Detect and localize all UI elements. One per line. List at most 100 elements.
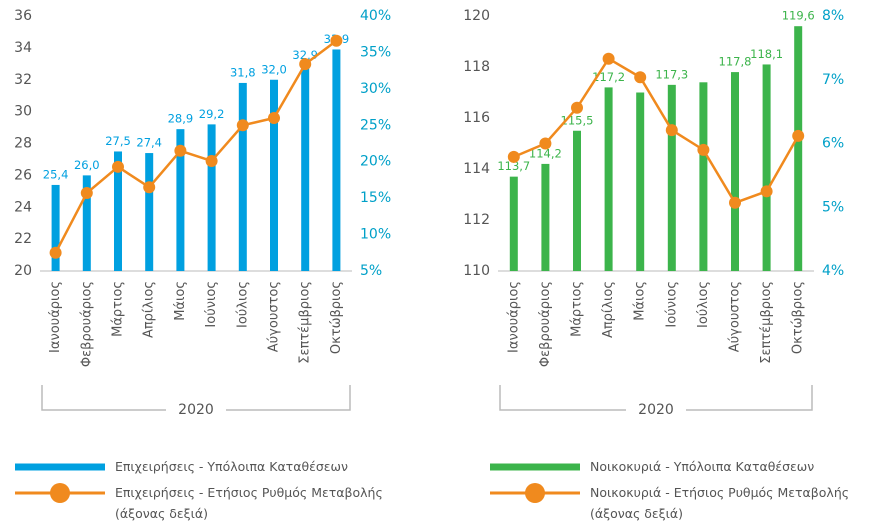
- bar: [114, 151, 122, 271]
- data-label: 117,3: [655, 67, 688, 81]
- x-tick-label: Ιούνιος: [204, 281, 219, 328]
- x-tick-label: Ιούνιος: [664, 281, 679, 328]
- y2-tick-label: 5%: [822, 199, 844, 215]
- bar: [238, 82, 247, 271]
- data-label: 32,0: [261, 62, 287, 76]
- y2-tick-label: 7%: [822, 72, 844, 88]
- data-label: 26,0: [74, 158, 100, 172]
- legend-label: Νοικοκυριά - Ετήσιος Ρυθμός Μεταβολής (ά…: [590, 485, 850, 521]
- legend-label: Επιχειρήσεις - Υπόλοιπα Καταθέσεων: [115, 459, 348, 474]
- x-group-label: 2020: [638, 402, 674, 418]
- x-tick-label: Ιανουάριος: [48, 281, 63, 353]
- data-label: 113,7: [497, 159, 530, 173]
- bar: [573, 130, 581, 271]
- y-tick-label: 26: [14, 167, 32, 183]
- line-marker: [268, 112, 280, 124]
- line-marker: [205, 154, 218, 167]
- bar: [207, 124, 216, 271]
- bar: [636, 92, 645, 271]
- y-tick-label: 28: [14, 136, 32, 152]
- x-tick-label: Απρίλιος: [601, 281, 616, 338]
- y-tick-label: 112: [463, 212, 490, 228]
- y-tick-label: 24: [14, 199, 32, 215]
- x-tick-label: Απρίλιος: [142, 281, 157, 338]
- line-marker: [80, 187, 93, 200]
- x-tick-label: Σεπτέμβριος: [298, 281, 313, 364]
- y-tick-label: 22: [14, 231, 32, 247]
- x-tick-label: Μάιος: [633, 281, 648, 321]
- data-label: 117,8: [719, 55, 752, 69]
- y2-tick-label: 30%: [360, 81, 391, 97]
- x-tick-label: Μάρτιος: [111, 281, 126, 337]
- y2-tick-label: 10%: [360, 227, 391, 243]
- y-tick-label: 110: [463, 263, 490, 279]
- y-tick-label: 116: [463, 110, 490, 126]
- x-tick-label: Σεπτέμβριος: [759, 281, 774, 364]
- line: [54, 39, 338, 254]
- x-tick-label: Ιανουάριος: [506, 281, 521, 353]
- legend-swatch-marker: [525, 483, 545, 503]
- line-marker: [760, 185, 773, 198]
- line-marker: [697, 143, 710, 156]
- x-tick-label: Οκτώβριος: [329, 281, 344, 354]
- bar: [301, 65, 310, 271]
- x-tick-label: Οκτώβριος: [791, 281, 806, 354]
- line-marker: [634, 71, 647, 84]
- y2-tick-label: 20%: [360, 154, 391, 170]
- x-group-label: 2020: [178, 402, 214, 418]
- line-marker: [299, 58, 312, 71]
- data-label: 25,4: [43, 167, 69, 181]
- data-label: 27,4: [136, 136, 162, 150]
- data-label: 28,9: [168, 112, 194, 126]
- legend-label: Επιχειρήσεις - Ετήσιος Ρυθμός Μεταβολής …: [115, 485, 383, 521]
- line-marker: [330, 34, 343, 47]
- bar: [270, 79, 278, 271]
- bar: [604, 87, 613, 272]
- bar: [332, 49, 341, 271]
- line-marker: [236, 119, 249, 132]
- data-label: 31,8: [230, 65, 256, 79]
- x-tick-label: Ιούλιος: [696, 281, 711, 328]
- line-marker: [143, 181, 156, 194]
- bar: [176, 129, 185, 271]
- group-bracket: [41, 385, 351, 411]
- y-tick-label: 34: [14, 40, 32, 56]
- line-marker: [174, 144, 187, 157]
- data-label: 119,6: [782, 9, 815, 23]
- bar: [731, 72, 739, 271]
- bar: [145, 153, 154, 271]
- line-marker: [112, 160, 124, 173]
- x-tick-label: Αύγουστος: [267, 281, 282, 352]
- y2-tick-label: 6%: [822, 136, 844, 152]
- bar: [51, 184, 60, 271]
- data-label: 29,2: [199, 107, 225, 121]
- line-marker: [602, 52, 615, 65]
- line-marker: [665, 124, 678, 137]
- group-bracket: [499, 385, 813, 411]
- y2-tick-label: 4%: [822, 263, 844, 279]
- y-tick-label: 120: [463, 8, 490, 24]
- y2-tick-label: 15%: [360, 190, 391, 206]
- bar: [762, 64, 771, 271]
- y-tick-label: 118: [463, 59, 490, 75]
- y2-tick-label: 25%: [360, 117, 391, 133]
- data-label: 118,1: [750, 47, 783, 61]
- data-label: 114,2: [529, 146, 562, 160]
- line-marker: [49, 246, 62, 259]
- y-tick-label: 20: [14, 263, 32, 279]
- y-tick-label: 114: [463, 161, 490, 177]
- line: [513, 57, 800, 205]
- y2-tick-label: 5%: [360, 263, 382, 279]
- y2-tick-label: 40%: [360, 8, 391, 24]
- y-tick-label: 30: [14, 104, 32, 120]
- bar: [794, 26, 803, 272]
- x-tick-label: Αύγουστος: [728, 281, 743, 352]
- line-marker: [507, 150, 520, 163]
- bar: [82, 175, 91, 271]
- bar: [509, 176, 518, 271]
- x-tick-label: Μάιος: [173, 281, 188, 321]
- x-tick-label: Ιούλιος: [235, 281, 250, 328]
- y2-tick-label: 35%: [360, 44, 391, 60]
